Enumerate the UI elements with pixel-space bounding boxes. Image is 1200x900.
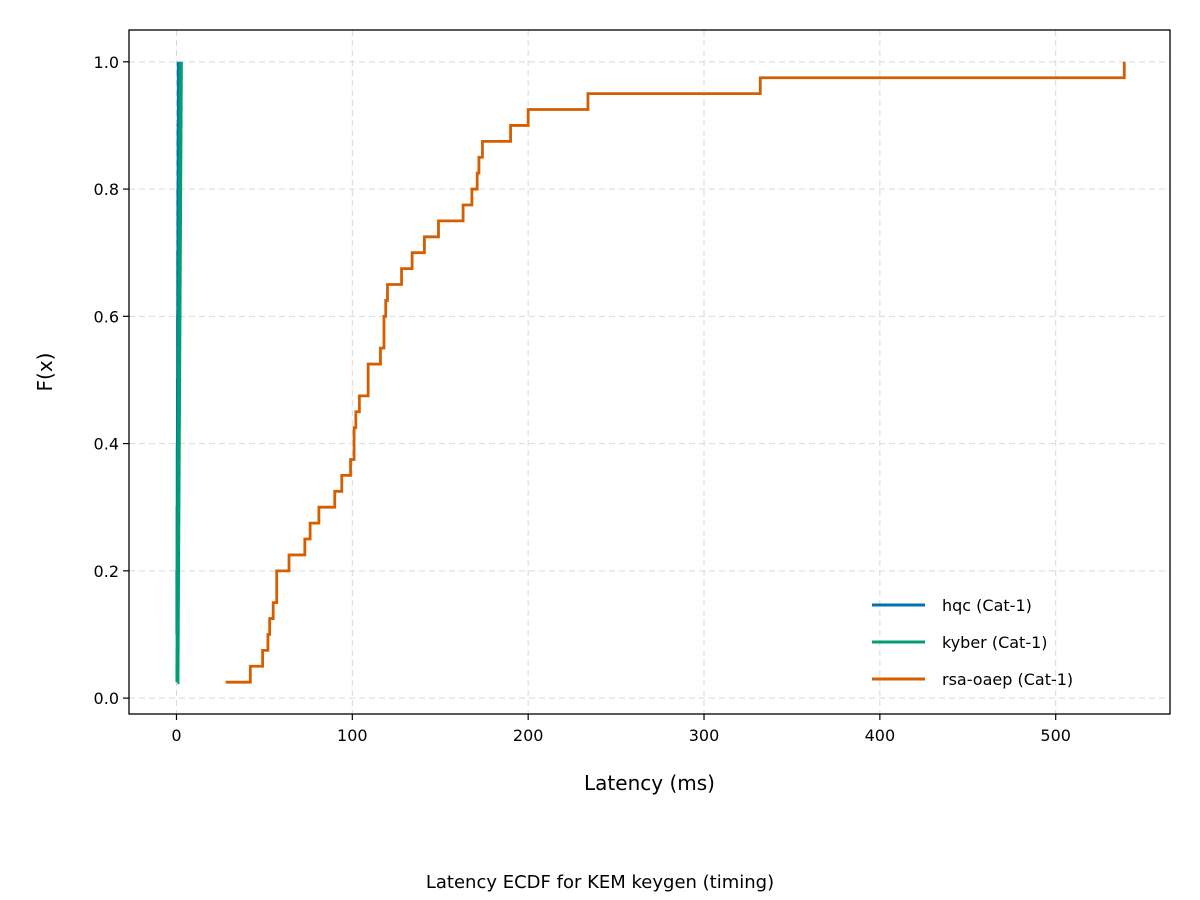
x-tick-label: 500	[1040, 726, 1071, 745]
y-tick-label: 0.0	[94, 689, 119, 708]
x-axis-title: Latency (ms)	[584, 771, 715, 795]
plot-area	[175, 61, 1126, 685]
x-tick-label: 400	[865, 726, 896, 745]
grid	[129, 30, 1170, 714]
y-tick-label: 0.6	[94, 307, 119, 326]
y-tick-label: 0.2	[94, 562, 119, 581]
legend-label: kyber (Cat-1)	[942, 633, 1048, 652]
series-line-1	[175, 61, 183, 685]
y-axis-title: F(x)	[33, 353, 57, 392]
x-tick-label: 0	[171, 726, 181, 745]
x-tick-label: 100	[337, 726, 368, 745]
series-line-2	[225, 61, 1126, 684]
y-tick-label: 0.4	[94, 435, 119, 454]
x-tick-label: 300	[689, 726, 720, 745]
legend-label: hqc (Cat-1)	[942, 596, 1032, 615]
plot-frame	[128, 29, 1171, 715]
y-tick-label: 1.0	[94, 53, 119, 72]
x-tick-label: 200	[513, 726, 544, 745]
legend-label: rsa-oaep (Cat-1)	[942, 670, 1073, 689]
y-tick-label: 0.8	[94, 180, 119, 199]
axis-ticks: 0 100 200 300 400 500 0.0 0.2 0.4 0.6 0.8 1.0	[94, 53, 1071, 745]
legend: hqc (Cat-1) kyber (Cat-1) rsa-oaep (Cat-1)	[872, 596, 1073, 689]
chart-caption: Latency ECDF for KEM keygen (timing)	[426, 872, 774, 893]
